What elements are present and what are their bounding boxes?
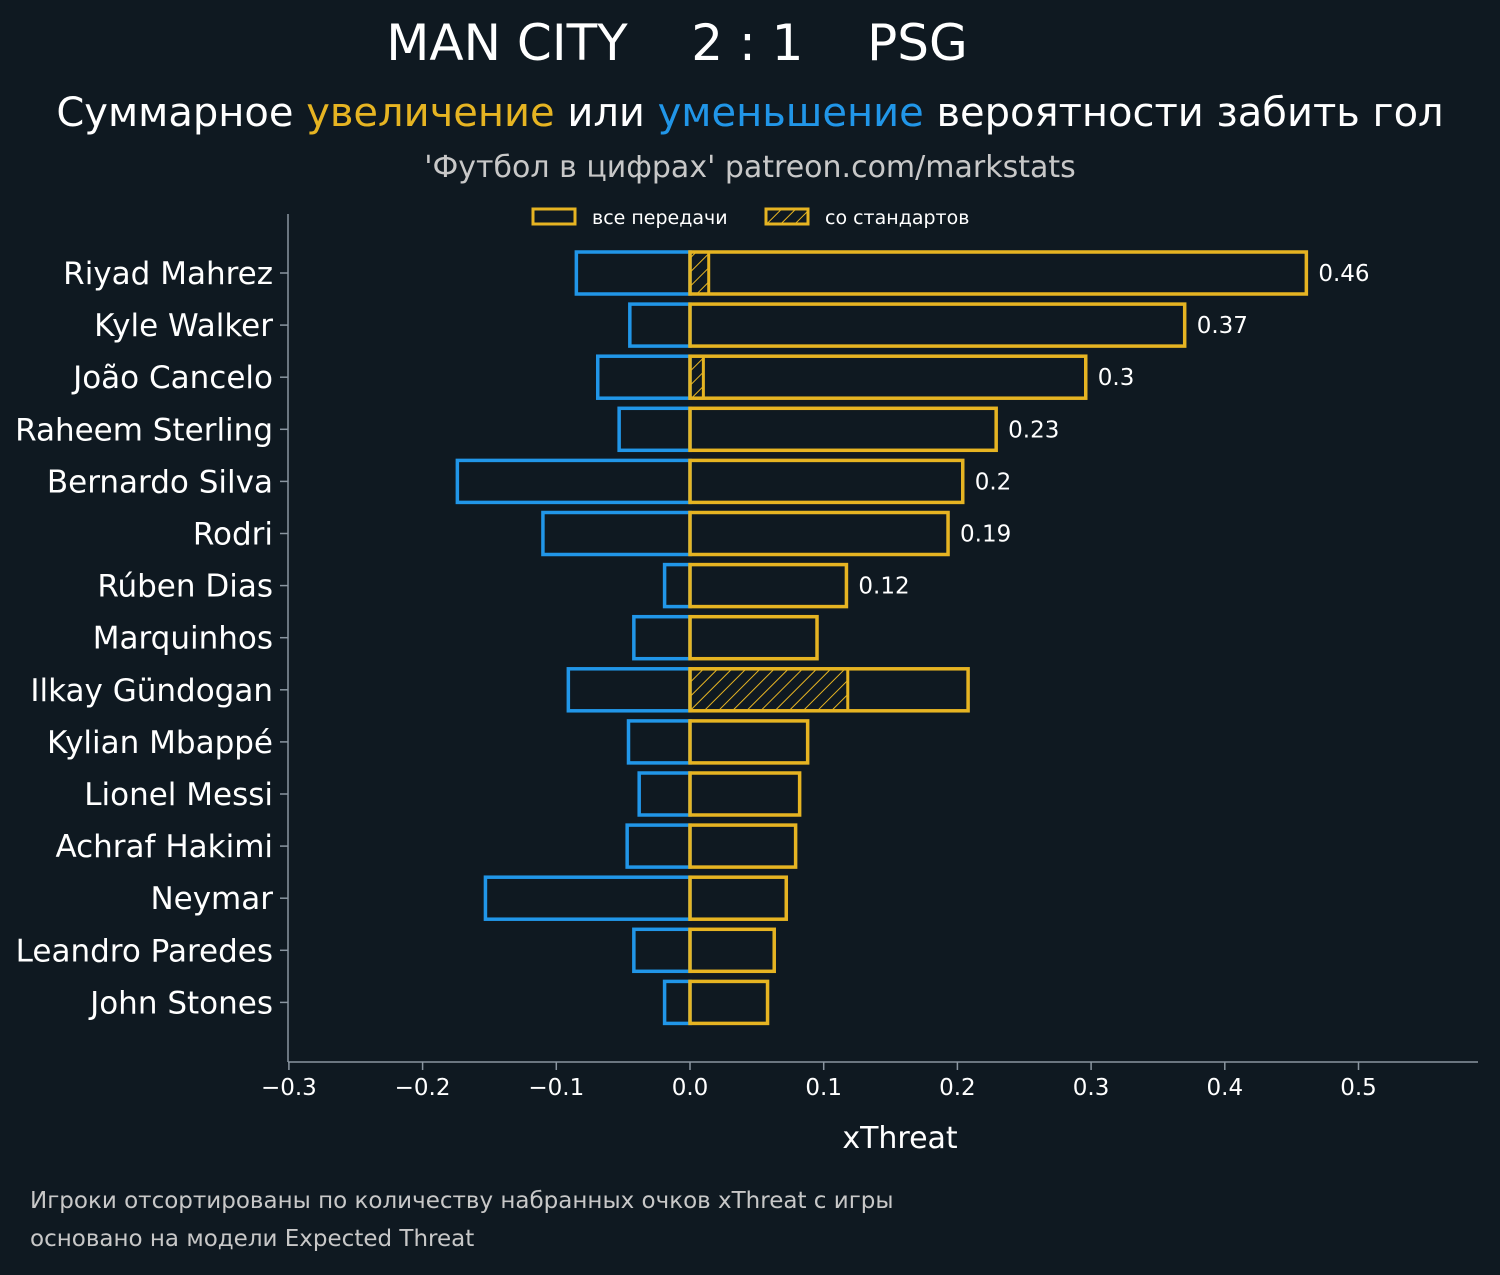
match-score: 2 : 1: [691, 14, 804, 72]
positive-bar: [688, 771, 802, 817]
y-tick-label: Neymar: [150, 881, 273, 917]
negative-bars: [455, 250, 692, 1026]
y-tick-label: Lionel Messi: [84, 777, 273, 813]
negative-bar: [483, 875, 692, 921]
y-tick-label: Bernardo Silva: [47, 464, 273, 500]
negative-bar: [574, 250, 692, 296]
y-tick-label: John Stones: [88, 985, 273, 1021]
x-axis-label: xThreat: [842, 1121, 958, 1156]
positive-bar: [688, 406, 998, 453]
x-tick-label: 0.2: [939, 1075, 976, 1101]
negative-bar: [626, 719, 692, 765]
negative-bar: [628, 302, 692, 348]
value-label: 0.46: [1318, 261, 1369, 287]
source-credit: 'Футбол в цифрах' patreon.com/markstats: [424, 150, 1076, 185]
negative-bar: [625, 823, 692, 869]
positive-bar: [688, 823, 798, 869]
y-tick-label: João Cancelo: [71, 360, 273, 396]
away-team: PSG: [867, 14, 968, 72]
negative-bar: [595, 354, 692, 400]
positive-bar: [688, 510, 950, 557]
legend: все передачи со стандартов: [531, 207, 969, 229]
y-tick-label: Kylian Mbappé: [47, 725, 273, 761]
chart-subtitle: Суммарное увеличение или уменьшение веро…: [0, 90, 1500, 136]
footnote-sorting: Игроки отсортированы по количеству набра…: [30, 1188, 894, 1214]
footnote-model: основано на модели Expected Threat: [30, 1226, 475, 1252]
negative-bar: [632, 614, 692, 661]
x-tick-label: −0.1: [528, 1075, 584, 1101]
negative-bar: [662, 562, 692, 609]
set-piece-bars: [688, 250, 850, 713]
value-label: 0.19: [960, 522, 1011, 548]
x-tick-label: 0.4: [1207, 1075, 1244, 1101]
x-tick-label: 0.5: [1340, 1075, 1377, 1101]
positive-bar: [688, 979, 770, 1026]
negative-bar: [632, 927, 692, 974]
negative-bar: [455, 458, 692, 505]
subtitle-part-3: вероятности забить гол: [923, 90, 1444, 136]
y-tick-label: Leandro Paredes: [16, 933, 273, 969]
set-piece-bar: [688, 354, 705, 400]
y-tick-label: Kyle Walker: [94, 308, 273, 344]
x-tick-label: −0.3: [261, 1075, 317, 1101]
set-piece-bar: [688, 250, 711, 296]
negative-bar: [662, 979, 692, 1026]
negative-bar: [637, 771, 692, 817]
y-tick-label: Rúben Dias: [97, 569, 273, 605]
value-label: 0.3: [1098, 365, 1135, 391]
y-tick-label: Raheem Sterling: [15, 412, 273, 448]
positive-bar: [688, 614, 819, 661]
subtitle-part-2: или: [554, 90, 658, 136]
value-label: 0.37: [1197, 313, 1248, 339]
x-tick-label: 0.3: [1073, 1075, 1110, 1101]
x-tick-label: 0.0: [672, 1075, 709, 1101]
x-tick-label: 0.1: [805, 1075, 842, 1101]
y-tick-label: Ilkay Gündogan: [30, 673, 273, 709]
legend-label-all-passes: все передачи: [592, 207, 728, 229]
value-label: 0.23: [1008, 417, 1059, 443]
subtitle-decrease: уменьшение: [657, 90, 924, 136]
positive-bar: [688, 875, 789, 921]
positive-bar: [688, 302, 1187, 348]
positive-bar: [688, 458, 965, 505]
y-tick-label: Rodri: [193, 517, 273, 553]
y-tick-label: Achraf Hakimi: [55, 829, 273, 865]
value-labels: 0.46 0.37 0.3 0.23 0.2 0.19 0.12: [858, 261, 1369, 600]
positive-bar: [688, 250, 1309, 296]
x-axis: −0.3 −0.2 −0.1 0.0 0.1 0.2 0.3 0.4 0.5 xThreat: [261, 1061, 1478, 1156]
legend-swatch-all-passes: [531, 207, 577, 226]
set-piece-bar: [688, 667, 850, 713]
negative-bar: [617, 406, 692, 453]
subtitle-part-1: Суммарное: [56, 90, 307, 136]
legend-swatch-set-pieces: [764, 207, 810, 226]
positive-bar: [688, 927, 776, 974]
negative-bar: [541, 510, 692, 557]
positive-bars: [688, 250, 1309, 1026]
y-axis: Riyad Mahrez Kyle Walker João Cancelo Rahee…: [15, 214, 289, 1062]
chart-title: MAN CITY 2 : 1 PSG: [0, 14, 1354, 72]
x-tick-label: −0.2: [395, 1075, 451, 1101]
y-tick-label: Riyad Mahrez: [63, 256, 273, 292]
y-tick-label: Marquinhos: [93, 621, 273, 657]
positive-bar: [688, 354, 1088, 400]
positive-bar: [688, 562, 849, 609]
value-label: 0.12: [858, 574, 909, 600]
negative-bar: [566, 667, 692, 713]
home-team: MAN CITY: [386, 14, 628, 72]
positive-bar: [688, 719, 810, 765]
subtitle-increase: увеличение: [306, 90, 555, 136]
legend-label-set-pieces: со стандартов: [825, 207, 969, 229]
value-label: 0.2: [975, 469, 1012, 495]
